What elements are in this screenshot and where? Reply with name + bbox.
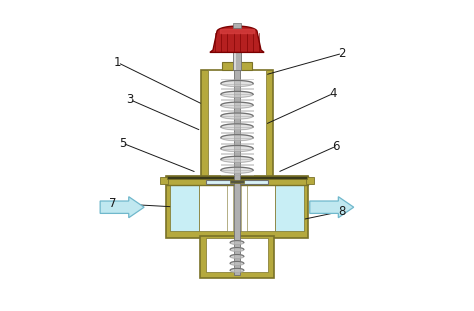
Bar: [160, 178, 168, 184]
Bar: [200, 236, 274, 278]
Polygon shape: [230, 268, 244, 272]
Bar: [166, 176, 308, 238]
Text: 7: 7: [109, 197, 117, 210]
Bar: [166, 176, 308, 185]
Polygon shape: [230, 254, 244, 258]
Polygon shape: [230, 241, 244, 244]
Polygon shape: [221, 124, 253, 130]
Bar: [199, 181, 275, 231]
Polygon shape: [221, 81, 253, 86]
Text: 4: 4: [329, 87, 337, 100]
Bar: [222, 62, 252, 70]
Text: 3: 3: [127, 93, 134, 106]
Polygon shape: [310, 197, 354, 218]
Polygon shape: [221, 102, 253, 108]
Bar: [201, 70, 273, 182]
Text: 1: 1: [114, 56, 121, 69]
Bar: [241, 181, 247, 231]
Text: 2: 2: [338, 47, 346, 60]
Polygon shape: [221, 146, 253, 151]
Text: 5: 5: [119, 137, 126, 150]
Polygon shape: [221, 167, 253, 173]
Bar: [234, 52, 236, 70]
Polygon shape: [221, 135, 253, 141]
Polygon shape: [230, 248, 244, 251]
Polygon shape: [221, 156, 253, 162]
Bar: [206, 238, 268, 272]
Bar: [233, 52, 241, 70]
Polygon shape: [100, 197, 144, 218]
Bar: [208, 70, 266, 175]
Polygon shape: [221, 113, 253, 119]
Bar: [234, 70, 240, 275]
Bar: [206, 180, 268, 184]
Polygon shape: [210, 26, 264, 52]
Polygon shape: [230, 262, 244, 265]
Bar: [167, 176, 307, 179]
Text: 8: 8: [338, 205, 346, 218]
Bar: [170, 181, 199, 231]
Bar: [306, 178, 314, 184]
Bar: [233, 23, 241, 28]
Text: 6: 6: [332, 140, 340, 153]
Bar: [227, 181, 233, 231]
Bar: [230, 180, 244, 183]
Bar: [275, 181, 304, 231]
Polygon shape: [221, 91, 253, 97]
